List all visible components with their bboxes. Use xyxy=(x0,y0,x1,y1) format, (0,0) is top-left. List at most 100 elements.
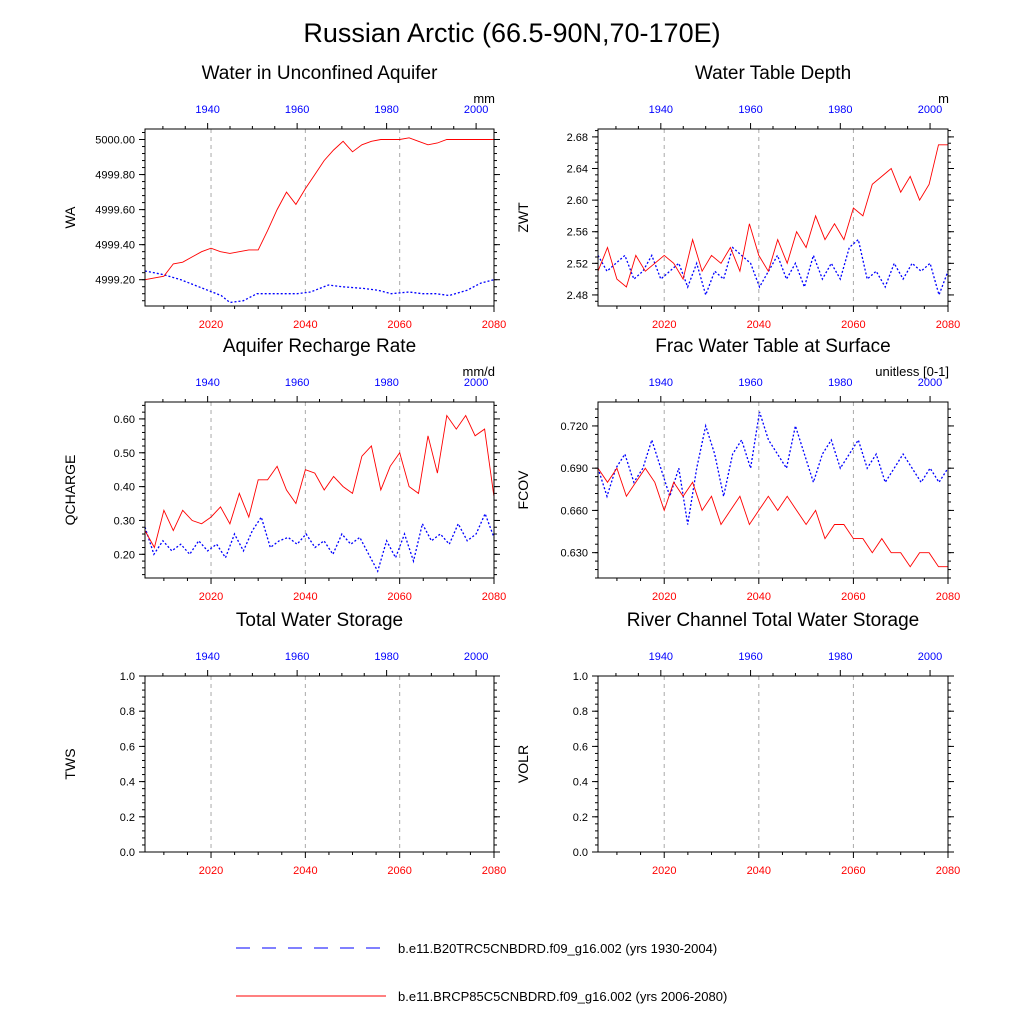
y-tick-label: 2.68 xyxy=(567,132,588,144)
plot-frame xyxy=(144,128,495,307)
units-label: mm/d xyxy=(463,364,496,379)
y-tick-label: 0.50 xyxy=(114,448,135,460)
panel-6: River Channel Total Water Storage VOLR 0.0… xyxy=(515,610,960,877)
x-bottom-tick-label: 2080 xyxy=(936,319,960,331)
panel-title: Total Water Storage xyxy=(236,610,403,631)
x-bottom-tick-label: 2060 xyxy=(841,319,865,331)
x-bottom-tick-label: 2060 xyxy=(387,591,411,603)
x-bottom-tick-label: 2020 xyxy=(652,865,676,877)
series-line-historical xyxy=(597,411,949,525)
series-line-historical xyxy=(144,270,495,304)
y-tick-label: 2.64 xyxy=(567,164,588,176)
x-bottom-tick-label: 2060 xyxy=(387,319,411,331)
figure-title: Russian Arctic (66.5-90N,70-170E) xyxy=(303,18,720,48)
x-top-tick-label: 1980 xyxy=(374,377,398,389)
series-line-future xyxy=(597,467,948,568)
x-bottom-tick-label: 2060 xyxy=(841,591,865,603)
y-tick-label: 0.2 xyxy=(573,812,588,824)
y-tick-label: 0.6 xyxy=(573,741,588,753)
x-top-tick-label: 1980 xyxy=(828,651,852,663)
panels: Water in Unconfined Aquifer mm WA 4999.20 49… xyxy=(62,63,960,877)
y-tick-label: 0.60 xyxy=(114,414,135,426)
y-tick-label: 0.630 xyxy=(560,548,588,560)
x-bottom-tick-label: 2040 xyxy=(293,591,317,603)
y-tick-label: 0.8 xyxy=(120,706,135,718)
panel-2: Water Table Depth m ZWT 2.48 2.52 2.56 2.60 2.6… xyxy=(515,63,960,331)
plot-frame xyxy=(144,675,495,853)
x-top-tick-label: 1940 xyxy=(649,104,673,116)
panel-title: River Channel Total Water Storage xyxy=(627,610,920,631)
panel-title: Water Table Depth xyxy=(695,63,851,84)
x-top-tick-label: 1960 xyxy=(738,651,762,663)
series-line-future xyxy=(597,144,948,288)
series-line-historical xyxy=(144,511,495,573)
y-tick-label: 0.4 xyxy=(120,777,135,789)
y-axis-label: WA xyxy=(62,206,78,229)
x-top-tick-label: 1960 xyxy=(738,377,762,389)
y-tick-label: 0.0 xyxy=(120,847,135,859)
legend-label-historical: b.e11.B20TRC5CNBDRD.f09_g16.002 (yrs 193… xyxy=(398,941,717,956)
panel-title: Water in Unconfined Aquifer xyxy=(202,63,439,84)
y-tick-label: 0.4 xyxy=(573,777,588,789)
x-top-tick-label: 1960 xyxy=(738,104,762,116)
x-top-tick-label: 1940 xyxy=(195,377,219,389)
y-axis-label: FCOV xyxy=(515,470,531,510)
x-bottom-tick-label: 2020 xyxy=(199,591,223,603)
y-tick-label: 2.48 xyxy=(567,290,588,302)
units-label: m xyxy=(938,91,949,106)
plot-frame xyxy=(597,401,949,579)
x-bottom-tick-label: 2020 xyxy=(652,591,676,603)
x-top-tick-label: 2000 xyxy=(918,377,942,389)
x-bottom-tick-label: 2060 xyxy=(387,865,411,877)
x-top-tick-label: 2000 xyxy=(918,104,942,116)
panel-title: Frac Water Table at Surface xyxy=(655,336,891,357)
x-top-tick-label: 2000 xyxy=(918,651,942,663)
x-top-tick-label: 2000 xyxy=(464,377,488,389)
y-tick-label: 0.690 xyxy=(560,463,588,475)
x-bottom-tick-label: 2080 xyxy=(482,319,506,331)
plot-frame xyxy=(597,675,949,853)
x-bottom-tick-label: 2060 xyxy=(841,865,865,877)
x-top-tick-label: 1940 xyxy=(649,651,673,663)
x-top-tick-label: 1960 xyxy=(285,651,309,663)
y-axis-label: VOLR xyxy=(515,745,531,783)
x-bottom-tick-label: 2080 xyxy=(936,865,960,877)
y-tick-label: 2.52 xyxy=(567,258,588,270)
plot-frame xyxy=(597,128,949,307)
y-tick-label: 4999.20 xyxy=(95,275,135,287)
panel-1: Water in Unconfined Aquifer mm WA 4999.20 49… xyxy=(62,63,506,331)
x-top-tick-label: 1980 xyxy=(374,651,398,663)
y-tick-label: 2.56 xyxy=(567,227,588,239)
legend-label-future: b.e11.BRCP85C5CNBDRD.f09_g16.002 (yrs 20… xyxy=(398,989,727,1004)
units-label: unitless [0-1] xyxy=(875,364,949,379)
y-axis-label: TWS xyxy=(62,748,78,779)
units-label: mm xyxy=(473,91,495,106)
series-line-future xyxy=(144,414,495,549)
x-top-tick-label: 1980 xyxy=(828,377,852,389)
plot-frame xyxy=(144,401,495,579)
y-tick-label: 0.20 xyxy=(114,549,135,561)
x-bottom-tick-label: 2020 xyxy=(199,319,223,331)
y-tick-label: 4999.60 xyxy=(95,205,135,217)
y-tick-label: 1.0 xyxy=(573,671,588,683)
y-tick-label: 5000.00 xyxy=(95,135,135,147)
x-top-tick-label: 2000 xyxy=(464,104,488,116)
y-tick-label: 0.8 xyxy=(573,706,588,718)
x-top-tick-label: 2000 xyxy=(464,651,488,663)
x-bottom-tick-label: 2020 xyxy=(199,865,223,877)
legend: b.e11.B20TRC5CNBDRD.f09_g16.002 (yrs 193… xyxy=(236,941,727,1004)
series-line-historical xyxy=(597,238,949,297)
x-bottom-tick-label: 2040 xyxy=(747,319,771,331)
y-tick-label: 0.40 xyxy=(114,482,135,494)
y-tick-label: 4999.80 xyxy=(95,170,135,182)
y-tick-label: 0.0 xyxy=(573,847,588,859)
panel-title: Aquifer Recharge Rate xyxy=(223,336,416,357)
x-top-tick-label: 1940 xyxy=(195,651,219,663)
panel-5: Total Water Storage TWS 0.0 0.2 0.4 0.6 0.8 1.0… xyxy=(62,610,506,877)
y-tick-label: 1.0 xyxy=(120,671,135,683)
y-tick-label: 0.30 xyxy=(114,515,135,527)
x-top-tick-label: 1980 xyxy=(828,104,852,116)
x-bottom-tick-label: 2020 xyxy=(652,319,676,331)
x-bottom-tick-label: 2080 xyxy=(936,591,960,603)
